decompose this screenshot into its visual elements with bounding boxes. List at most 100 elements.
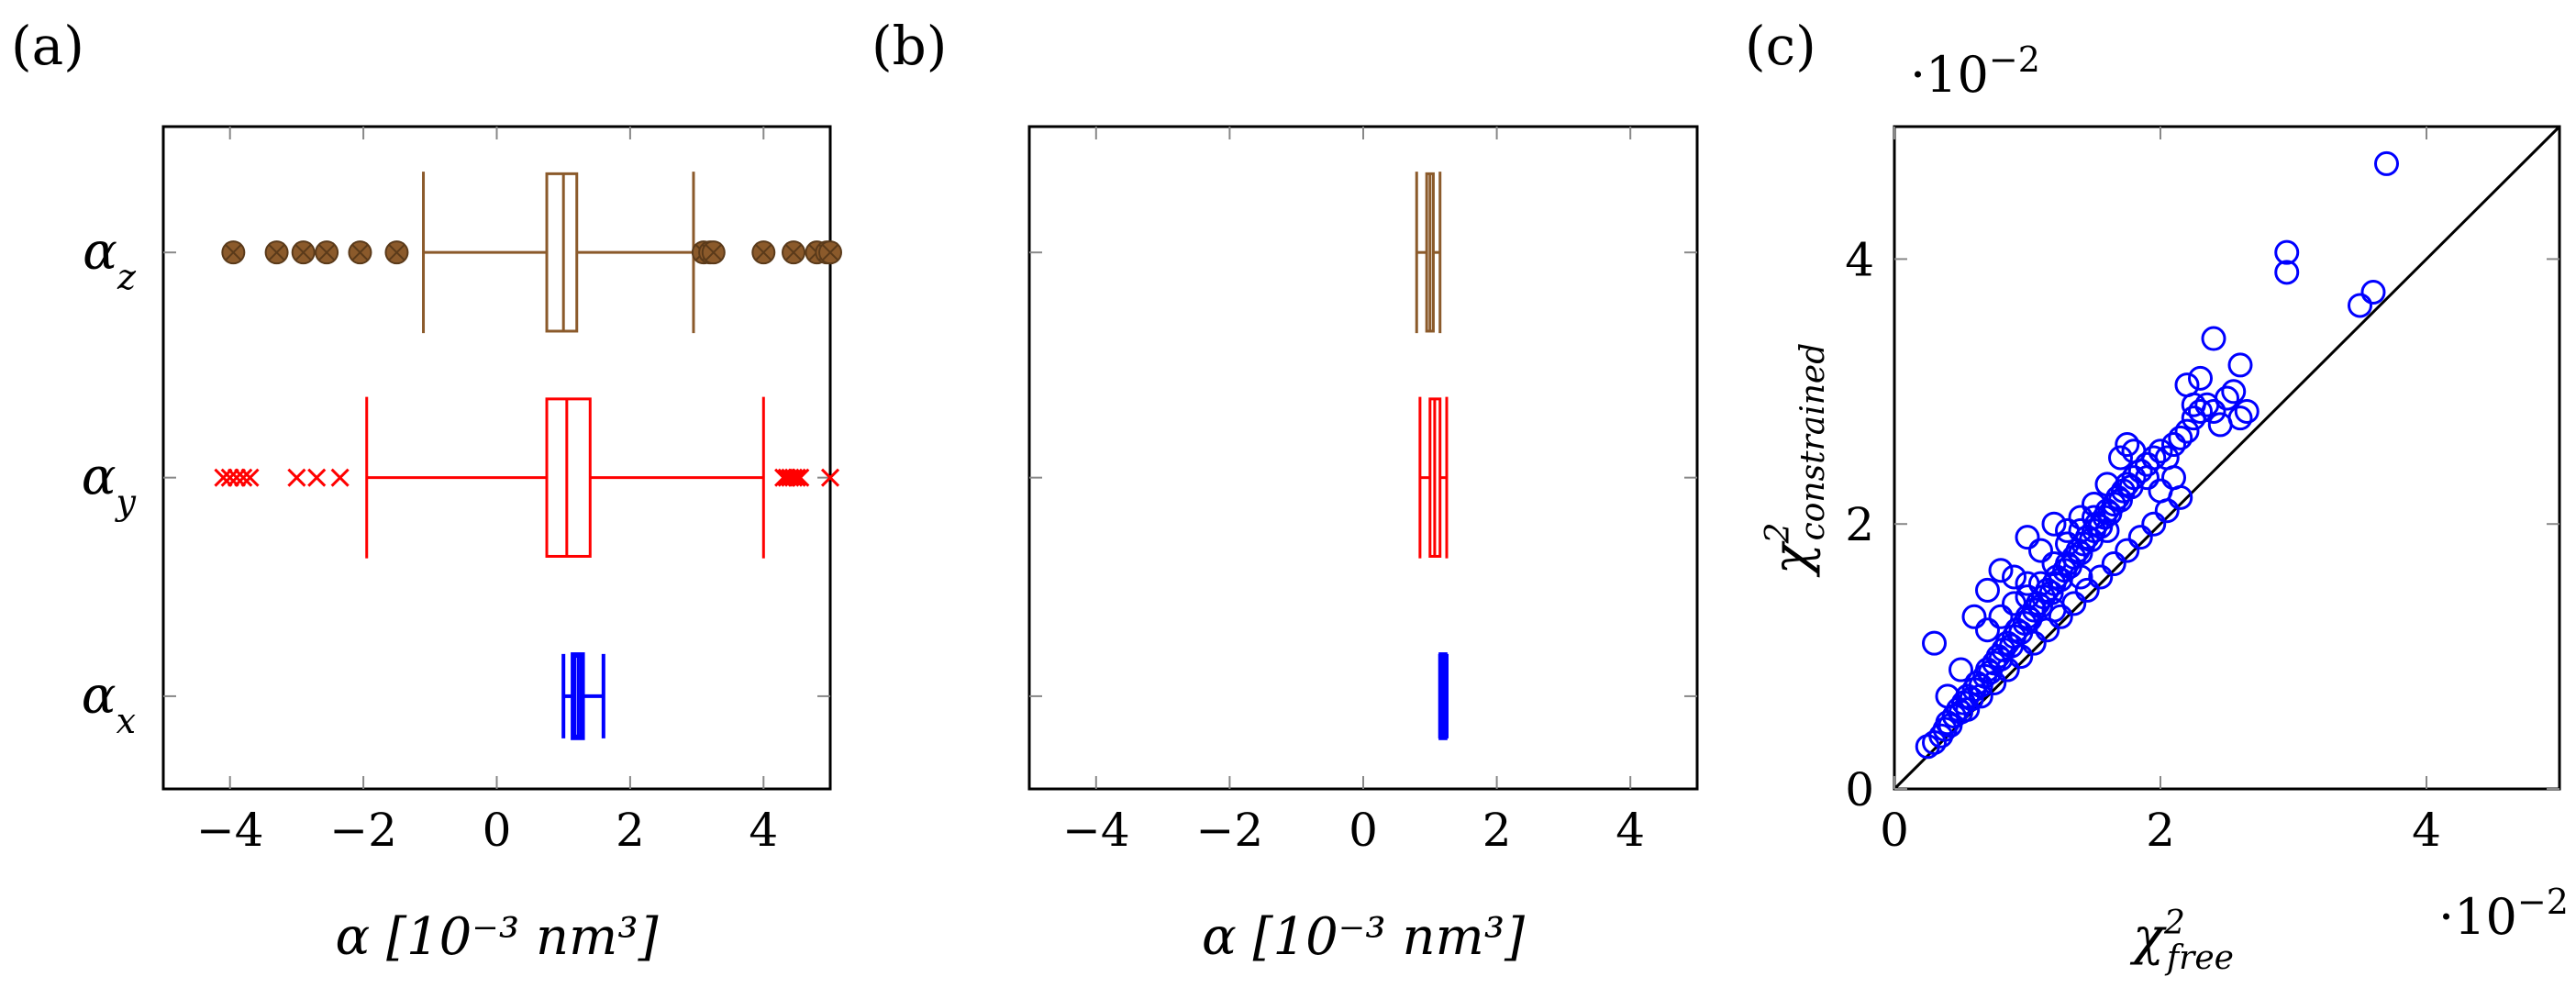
- box: [545, 397, 592, 558]
- scatter-point: [2168, 484, 2193, 510]
- y-tick-label: 0: [1845, 763, 1874, 816]
- outlier-cross-b: [820, 468, 840, 487]
- scatter-point: [2360, 280, 2386, 305]
- outlier-cross-b: [822, 244, 838, 261]
- x-tick-label: 2: [2146, 804, 2175, 857]
- x-axis-label: α [10⁻³ nm³]: [1202, 907, 1525, 967]
- box-series-αy: αy: [82, 396, 840, 559]
- scatter-point: [2374, 150, 2399, 176]
- x-tick-label: 4: [1616, 804, 1645, 857]
- outlier-cross-b: [351, 244, 369, 261]
- scatter-point: [2094, 472, 2120, 497]
- y-scale-factor: ·10−2: [1910, 39, 2040, 104]
- scatter-point: [2002, 591, 2026, 616]
- outlier-point: [214, 468, 233, 487]
- scatter-point: [2215, 385, 2239, 411]
- scatter-point: [1955, 696, 1981, 722]
- scatter-point: [2028, 571, 2053, 596]
- boxplot-panel-a: (a) −4 −2 0 2 4 α [10⁻³ nm³] αx αy αz: [11, 15, 842, 967]
- scatter-points: [1915, 150, 2399, 760]
- x-tick-label: −2: [1196, 804, 1264, 857]
- outlier-point: [782, 240, 806, 265]
- outlier-point: [818, 240, 842, 265]
- scatter-point: [2168, 425, 2193, 450]
- scatter-point: [2101, 551, 2126, 577]
- outlier-point: [240, 468, 260, 487]
- x-tick-label: 0: [1880, 804, 1909, 857]
- outlier-point: [751, 240, 776, 265]
- scatter-point: [2141, 511, 2167, 537]
- scatter-point: [2015, 584, 2040, 610]
- scatter-point: [2115, 538, 2140, 563]
- scatter-point: [2082, 492, 2106, 517]
- box-series-αy: [1029, 396, 1697, 559]
- x-tick-label: −4: [196, 804, 264, 857]
- x-tick-label: 2: [616, 804, 645, 857]
- outlier-point: [348, 240, 372, 265]
- x-tick-label: 4: [749, 804, 778, 857]
- outlier-cross-b: [705, 244, 722, 261]
- scatter-point: [2121, 465, 2147, 491]
- outlier-point: [227, 468, 247, 487]
- outlier-cross-b: [287, 468, 306, 487]
- outlier-point: [820, 468, 840, 487]
- outlier-cross-b: [318, 244, 335, 261]
- outlier-point: [221, 240, 246, 265]
- outlier-point: [291, 240, 316, 265]
- scatter-point: [2041, 551, 2067, 577]
- outlier-point: [783, 468, 804, 487]
- outlier-point: [220, 468, 239, 487]
- x-tick-label: 2: [1482, 804, 1512, 857]
- scatter-point: [2074, 577, 2100, 603]
- x-tick-label: −4: [1062, 804, 1130, 857]
- scatter-point: [2055, 517, 2080, 543]
- scatter-point: [2135, 465, 2160, 491]
- outlier-point: [264, 240, 289, 265]
- panel-label: (b): [872, 15, 947, 77]
- scatter-point: [1975, 617, 2000, 643]
- scatter-point: [1935, 683, 1960, 709]
- outlier-cross-b: [240, 468, 260, 487]
- plot-frame: [1027, 125, 1699, 791]
- scatter-point: [2015, 525, 2040, 550]
- outlier-cross-b: [307, 468, 327, 487]
- scatter-point: [2174, 418, 2200, 444]
- scatter-point: [2188, 365, 2213, 391]
- scatter-point: [2055, 531, 2080, 557]
- outlier-cross-b: [330, 468, 350, 487]
- scatter-point: [2201, 326, 2226, 351]
- scatter-point: [2348, 293, 2372, 318]
- y-tick-label: 4: [1845, 233, 1874, 286]
- outlier-cross-b: [755, 244, 772, 261]
- outlier-point: [330, 468, 350, 487]
- scatter-point: [2094, 517, 2120, 543]
- boxplot-panel-b: (b) −4 −2 0 2 4 α [10⁻³ nm³]: [872, 15, 1699, 967]
- outlier-cross-b: [791, 468, 810, 487]
- x-tick-label: 4: [2412, 804, 2441, 857]
- category-label: αx: [82, 666, 136, 741]
- scatter-point: [1994, 657, 2020, 683]
- panel-label: (c): [1745, 15, 1816, 77]
- scatter-point: [2148, 438, 2173, 464]
- scatter-point: [1961, 604, 1987, 629]
- outlier-point: [307, 468, 327, 487]
- scatter-point: [1988, 604, 2014, 629]
- scatter-point: [1982, 670, 2007, 695]
- scatter-point: [2234, 398, 2260, 424]
- x-axis-label: α [10⁻³ nm³]: [336, 907, 659, 967]
- outlier-point: [234, 468, 253, 487]
- category-label: αz: [83, 222, 137, 297]
- scatter-point: [2227, 352, 2253, 378]
- box-series-αx: αx: [82, 652, 830, 741]
- scatter-point: [2028, 538, 2053, 563]
- plot-frame: [1893, 125, 2561, 791]
- x-tick-label: −2: [329, 804, 397, 857]
- plot-frame: [161, 125, 832, 791]
- y-axis-label: χ2constrained: [1760, 343, 1832, 579]
- scatter-point: [2161, 432, 2186, 458]
- reference-line: [1893, 125, 2561, 791]
- scatter-point: [2188, 398, 2213, 424]
- x-tick-label: 0: [483, 804, 512, 857]
- outlier-point: [315, 240, 339, 265]
